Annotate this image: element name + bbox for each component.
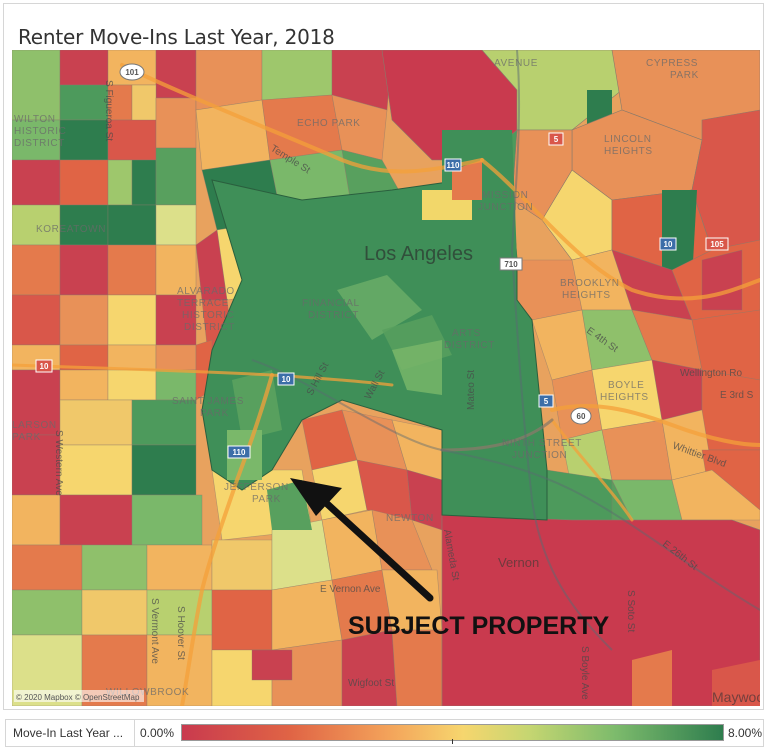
- label-e-3rd: E 3rd S: [720, 390, 754, 401]
- label-cypress-1: CYPRESS: [646, 58, 698, 69]
- highway-shield-105: 105: [705, 237, 729, 251]
- legend-max: 8.00%: [728, 726, 763, 740]
- highway-shield-5: 5: [548, 132, 564, 146]
- svg-text:5: 5: [554, 135, 559, 144]
- legend-midpoint-tick: [452, 739, 453, 744]
- label-larson-1: LARSON: [12, 420, 57, 431]
- south-central-tracts: [211, 409, 443, 706]
- svg-text:10: 10: [40, 362, 49, 371]
- label-larson-2: PARK: [12, 432, 41, 443]
- label-alvarado-2: TERRACE: [177, 298, 229, 309]
- svg-text:110: 110: [447, 161, 460, 170]
- choropleth-map[interactable]: 101 5 10 10 110 110 60 5 105 10 710 WILT…: [12, 50, 760, 706]
- vernon-tract: [441, 514, 760, 706]
- label-mateo: Mateo St: [466, 370, 477, 410]
- la-river-line: [510, 50, 613, 651]
- legend-min: 0.00%: [140, 726, 175, 740]
- highway-shield-110: 110: [227, 445, 251, 459]
- map-attribution: © 2020 Mapbox © OpenStreetMap: [16, 693, 140, 702]
- svg-text:105: 105: [710, 240, 724, 249]
- label-arts-1: ARTS: [452, 328, 481, 339]
- label-ninth-1: NINTH STREET: [502, 438, 582, 449]
- svg-text:5: 5: [544, 397, 549, 406]
- label-lincoln-1: LINCOLN: [604, 134, 652, 145]
- highways: [12, 63, 760, 706]
- label-lincoln-2: HEIGHTS: [604, 146, 653, 157]
- highway-shield-10c: 10: [659, 237, 677, 251]
- city-label-maywood: Maywood: [712, 689, 760, 705]
- label-jefferson-2: PARK: [252, 494, 281, 505]
- svg-text:101: 101: [125, 68, 139, 77]
- label-s-boyle: S Boyle Ave: [579, 646, 590, 700]
- subject-property-label: SUBJECT PROPERTY: [348, 612, 609, 640]
- svg-text:10: 10: [664, 240, 673, 249]
- label-alvarado-1: ALVARADO: [177, 286, 235, 297]
- label-wigfoot: Wigfoot St: [348, 678, 394, 689]
- highway-shield-5b: 5: [538, 394, 554, 408]
- color-legend: Move-In Last Year ... 0.00% 8.00%: [5, 719, 764, 747]
- label-wellington: Wellington Ro: [680, 368, 743, 379]
- label-brooklyn-1: BROOKLYN: [560, 278, 620, 289]
- label-ninth-2: JUNCTION: [512, 450, 567, 461]
- label-financial-1: FINANCIAL: [302, 298, 360, 309]
- label-mission-1: MISSION: [482, 190, 528, 201]
- label-s-soto: S Soto St: [625, 590, 636, 632]
- svg-text:60: 60: [577, 412, 586, 421]
- city-label-los-angeles: Los Angeles: [364, 243, 473, 265]
- label-alvarado-4: DISTRICT: [184, 322, 235, 333]
- svg-text:110: 110: [233, 448, 246, 457]
- label-s-vermont: S Vermont Ave: [149, 598, 160, 664]
- label-koreatown: KOREATOWN: [36, 224, 106, 235]
- page-title: Renter Move-Ins Last Year, 2018: [18, 25, 335, 49]
- label-wilton-1: WILTON: [14, 114, 56, 125]
- label-cypress-2: PARK: [670, 70, 699, 81]
- label-saint-james-2: PARK: [200, 408, 229, 419]
- highway-shields: 101 5 10 10 110 110 60 5 105 10 710: [35, 63, 729, 459]
- label-echo-park: ECHO PARK: [297, 118, 361, 129]
- label-financial-2: DISTRICT: [308, 310, 359, 321]
- legend-divider: [134, 720, 135, 746]
- legend-label[interactable]: Move-In Last Year ...: [13, 726, 124, 740]
- city-label-vernon: Vernon: [498, 555, 539, 570]
- highway-shield-101: 101: [119, 63, 145, 81]
- highway-shield-710: 710: [499, 257, 523, 271]
- label-boyle-1: BOYLE: [608, 380, 644, 391]
- label-wilton-3: DISTRICT: [14, 138, 65, 149]
- label-e-vernon: E Vernon Ave: [320, 584, 381, 595]
- label-boyle-2: HEIGHTS: [600, 392, 649, 403]
- label-willowbrook: WILLOWBROOK: [106, 687, 189, 698]
- label-saint-james-1: SAINT JAMES: [172, 396, 244, 407]
- label-arts-2: DISTRICT: [444, 340, 495, 351]
- svg-text:10: 10: [282, 375, 291, 384]
- highway-shield-10: 10: [35, 359, 53, 373]
- subject-arrow-icon: [290, 478, 434, 602]
- neighborhood-labels: WILTON HISTORIC DISTRICT ECHO PARK KOREA…: [12, 58, 699, 698]
- label-s-figueroa: S Figueroa St: [103, 80, 114, 141]
- highway-shield-60: 60: [570, 407, 592, 425]
- east-tracts: [516, 239, 760, 521]
- label-jefferson-1: JEFFERSON: [224, 482, 289, 493]
- label-newton: NEWTON: [386, 513, 434, 524]
- label-s-hoover: S Hoover St: [175, 606, 186, 660]
- label-alvarado-3: HISTORIC: [182, 310, 234, 321]
- label-avenue: AVENUE: [494, 58, 538, 69]
- svg-text:710: 710: [504, 260, 518, 269]
- label-wilton-2: HISTORIC: [14, 126, 66, 137]
- label-s-western: S Western Ave: [53, 430, 64, 496]
- highway-shield-110b: 110: [444, 158, 462, 172]
- label-mission-2: JUNCTION: [478, 202, 533, 213]
- highway-shield-10b: 10: [277, 372, 295, 386]
- label-brooklyn-2: HEIGHTS: [562, 290, 611, 301]
